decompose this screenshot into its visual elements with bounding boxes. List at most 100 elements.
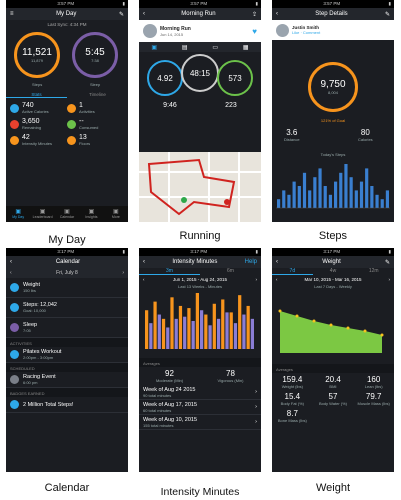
calendar-item[interactable]: Steps: 12,042 Goal: 10,000 — [6, 298, 128, 318]
steps-ring[interactable]: 11,521 11,879 — [14, 32, 60, 78]
next-day-icon[interactable]: › — [122, 270, 124, 276]
step-bar — [318, 168, 322, 208]
nav-item[interactable]: ▣ Leaderboard — [30, 206, 54, 222]
stat-item[interactable]: 1 Activities — [67, 102, 124, 114]
weight-point — [329, 323, 333, 327]
weight-stat: 159.4 Weight (lbs) — [281, 375, 303, 389]
edit-icon[interactable]: ✎ — [384, 11, 390, 18]
edit-icon[interactable]: ✎ — [118, 11, 124, 18]
tab-6m[interactable]: 6m — [227, 268, 234, 274]
vigorous-bar — [174, 318, 178, 349]
help-link[interactable]: Help — [244, 259, 257, 265]
chart-tab-icon[interactable]: ▦ — [242, 44, 249, 51]
back-icon[interactable]: ‹ — [276, 11, 278, 17]
nav-icon: ▣ — [88, 209, 95, 215]
sleep-ring[interactable]: 5:45 7:38 — [72, 32, 118, 78]
page-title: Weight — [322, 259, 341, 265]
person-icon — [67, 103, 76, 113]
stat-item[interactable]: 42 Intensity Minutes — [10, 134, 67, 146]
map-tab-icon[interactable]: ▣ — [151, 44, 158, 51]
nav-item[interactable]: ▣ Calendar — [55, 206, 79, 222]
caption-myday: My Day — [48, 234, 86, 246]
nav-item[interactable]: ▣ My Day — [6, 206, 30, 222]
tab-3m[interactable]: 3m — [139, 268, 200, 275]
start-marker — [181, 197, 187, 203]
moderate-bar — [161, 318, 166, 349]
stats-grid: 740 Active Calories 1 Activities 3,650 Remain… — [6, 100, 128, 148]
week-row[interactable]: Week of Aug 24 2015 90 total minutes › — [139, 385, 261, 400]
running-screen: 3:57 PM ▮ ‹ Morning Run ⇪ Morning Run Jun 14… — [139, 0, 261, 222]
tab-stats[interactable]: Stats — [6, 92, 67, 98]
step-bar — [359, 181, 364, 208]
date-range: Jun 1, 2015 - Aug 24, 2015 — [172, 277, 228, 282]
status-bar: 3:57 PM ▮ — [6, 0, 128, 8]
title-bar: ≡ My Day ✎ — [6, 8, 128, 20]
back-icon[interactable]: ‹ — [143, 11, 145, 17]
caption-steps: Steps — [318, 230, 348, 242]
stats-tab-icon[interactable]: ▤ — [181, 44, 188, 51]
week-row[interactable]: Week of Aug 17, 2015 60 total minutes › — [139, 400, 261, 415]
weight-stat: 20.4 BMI — [325, 375, 341, 389]
weight-tab[interactable]: 7d — [272, 268, 313, 275]
week-row[interactable]: Week of Aug 10, 2015 155 total minutes › — [139, 415, 261, 430]
weight-area — [280, 311, 382, 353]
moderate-bar — [246, 305, 250, 349]
calories-ring: 573 — [217, 60, 253, 96]
calendar-screen: 3:17 PM ▮ ‹ Calendar ‹ Fri, July 8 › Weight 1… — [6, 248, 128, 472]
calendar-item[interactable]: Weight 150 lbs — [6, 278, 128, 298]
time-ring: 48:15 — [181, 54, 219, 92]
badge-row[interactable]: 2 Million Total Steps! — [6, 397, 128, 413]
weight-point — [278, 309, 282, 313]
activity-row[interactable]: Pilates Workout 2:00pm - 3:00pm — [6, 347, 128, 363]
prev-day-icon[interactable]: ‹ — [10, 270, 12, 276]
step-bar — [302, 172, 307, 208]
tab-timeline[interactable]: Timeline — [89, 92, 106, 97]
weight-point — [295, 314, 299, 318]
weight-point — [346, 326, 350, 330]
like-link[interactable]: Like — [292, 30, 300, 35]
weight-tab[interactable]: 12m — [368, 268, 379, 274]
back-icon[interactable]: ‹ — [143, 259, 145, 265]
bottom-nav: ▣ My Day ▣ Leaderboard ▣ Calendar ▣ Insights ▣ Mo… — [6, 206, 128, 222]
laps-tab-icon[interactable]: ▭ — [212, 44, 219, 51]
edit-icon[interactable]: ✎ — [384, 259, 390, 266]
item-icon — [10, 283, 19, 292]
vigorous-bar — [208, 325, 212, 349]
menu-icon[interactable]: ≡ — [10, 11, 14, 17]
moderate-bar — [195, 293, 199, 349]
weight-point — [380, 333, 384, 337]
stat-item[interactable]: 740 Active Calories — [10, 102, 67, 114]
stat-item[interactable]: -- Consumed — [67, 118, 124, 130]
weight-stats: 159.4 Weight (lbs) 20.4 BMI 160 Lean (lbs) 15.… — [272, 373, 394, 425]
intensity-chart — [145, 293, 254, 349]
share-icon[interactable]: ⇪ — [251, 11, 257, 18]
hr-value: 223 — [225, 102, 237, 109]
vigorous-bar — [225, 312, 229, 349]
weight-point — [312, 319, 316, 323]
back-icon[interactable]: ‹ — [10, 259, 12, 265]
step-bar — [375, 194, 379, 208]
calendar-item[interactable]: Sleep 7:05 — [6, 318, 128, 338]
stat-item[interactable]: 13 Floors — [67, 134, 124, 146]
flame-icon — [10, 119, 19, 129]
run-icon — [10, 103, 19, 113]
heart-icon[interactable]: ♥ — [252, 26, 257, 36]
nav-item[interactable]: ▣ More — [104, 206, 128, 222]
page-title: Morning Run — [181, 11, 216, 17]
weight-tab[interactable]: 4w — [329, 268, 337, 274]
avatar — [276, 23, 289, 37]
step-bar — [328, 194, 332, 208]
steps-header: Justin Smith Like · Comment — [272, 20, 394, 40]
back-icon[interactable]: ‹ — [276, 259, 278, 265]
comment-link[interactable]: Comment — [302, 30, 321, 35]
nav-icon: ▣ — [64, 209, 70, 215]
stat-item[interactable]: 3,650 Remaining — [10, 118, 67, 130]
weight-tabs: 7d 4w 12m — [272, 268, 394, 275]
event-row[interactable]: Racing Event 6:00 pm — [6, 372, 128, 388]
nav-icon: ▣ — [39, 209, 46, 215]
page-title: Calendar — [55, 259, 81, 265]
nav-item[interactable]: ▣ Insights — [79, 206, 103, 222]
calendar-items: Weight 150 lbs Steps: 12,042 Goal: 10,000 Sl… — [6, 278, 128, 338]
route-map[interactable] — [139, 152, 261, 222]
end-marker — [224, 199, 230, 205]
